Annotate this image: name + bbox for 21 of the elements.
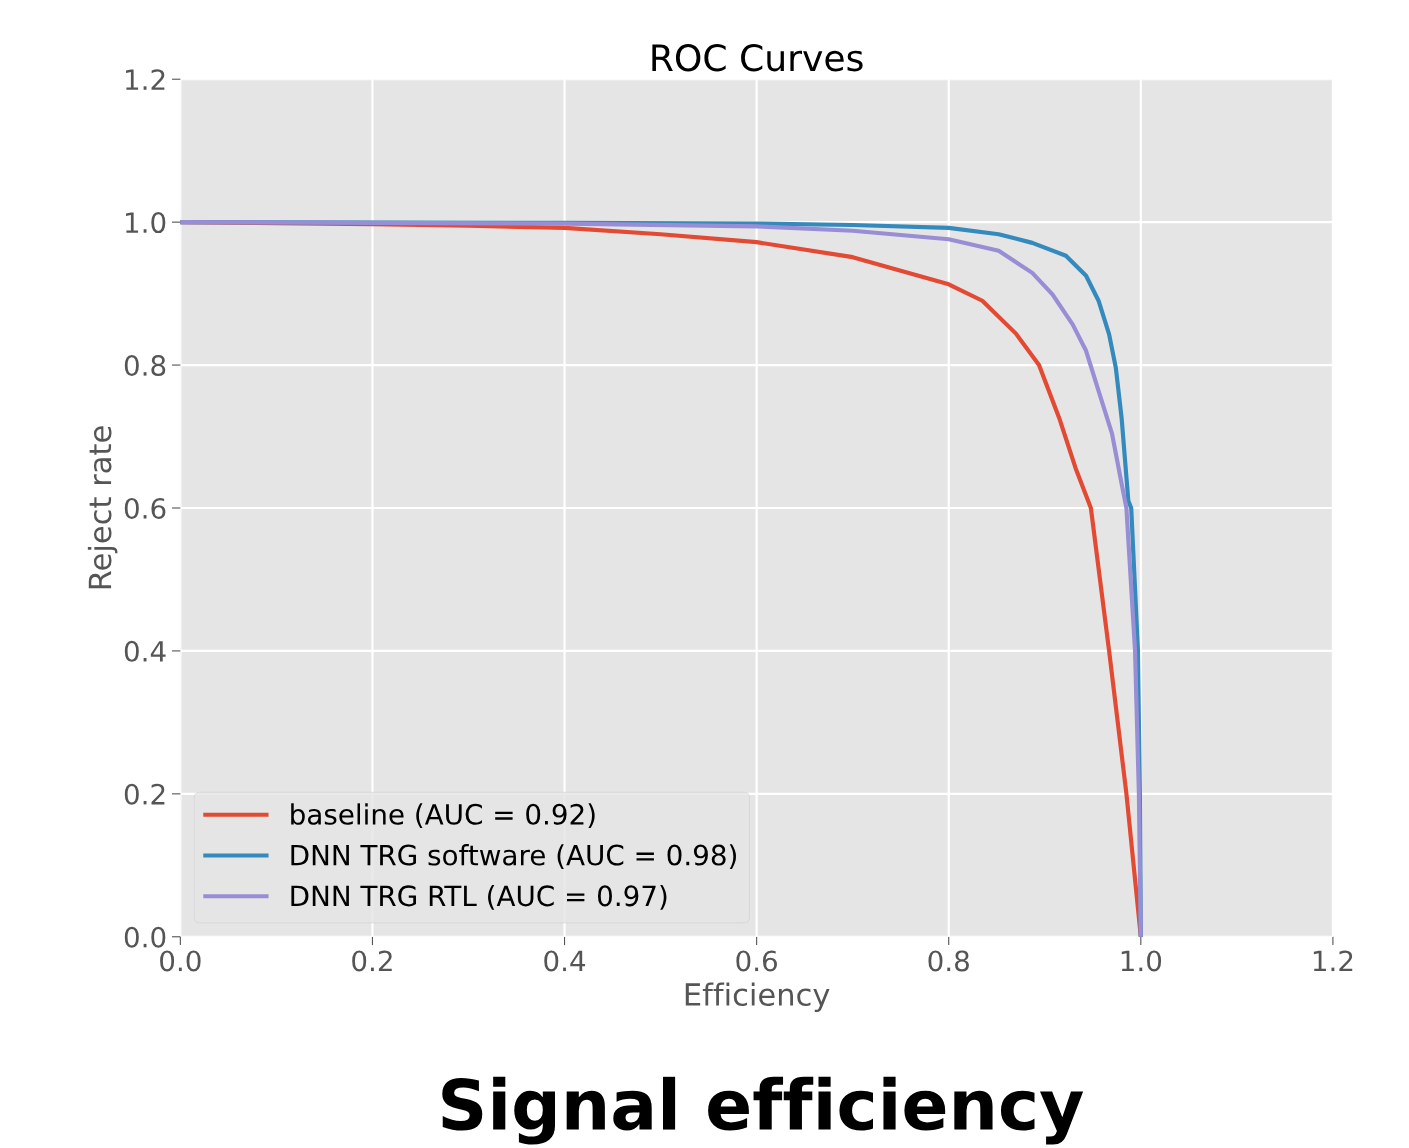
text: Signal efficiency	[442, 1076, 1084, 1145]
y-tick-label: 1.2	[126, 69, 165, 90]
y-tick-label: 0.8	[124, 355, 166, 377]
y-tick-label: 1.0	[126, 212, 166, 234]
legend-label: baseline (AUC = 0.92)	[291, 803, 595, 829]
x-tick-label: 0.2	[352, 950, 392, 972]
y-tick-label: 0.4	[124, 640, 166, 662]
x-tick-label: 0.6	[736, 950, 777, 972]
y-tick-label: 0.0	[124, 926, 166, 948]
x-tick-label: 0.0	[160, 950, 201, 972]
chart-title: ROC Curves	[652, 44, 863, 72]
x-axis-title: Efficiency	[685, 982, 830, 1012]
legend-label: DNN TRG software (AUC = 0.98)	[291, 844, 736, 869]
legend-label: DNN TRG RTL (AUC = 0.97)	[291, 884, 667, 910]
x-tick-label: 1.2	[1313, 950, 1353, 972]
y-tick-label: 0.2	[124, 783, 165, 805]
y-tick-label: 0.6	[124, 497, 166, 519]
x-tick-label: 1.0	[1121, 950, 1162, 972]
y-axis-title: Reject rate	[87, 426, 118, 589]
x-tick-label: 0.4	[544, 950, 586, 972]
x-tick-label: 0.8	[928, 950, 969, 972]
